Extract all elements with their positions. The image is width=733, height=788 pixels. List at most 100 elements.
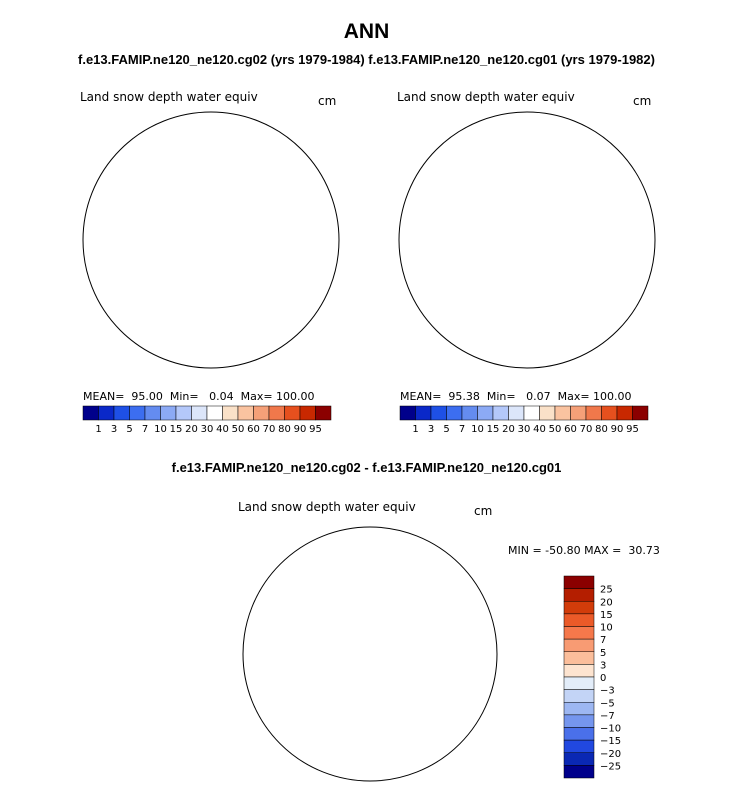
- colorbar-1-swatch-8: [206, 405, 223, 421]
- diff-colorbar-swatch-15: [563, 765, 595, 779]
- colorbar-2-swatch-15: [632, 405, 649, 421]
- diff-colorbar-tick-label-2: 15: [600, 610, 613, 621]
- diff-colorbar-tick-label-10: −7: [600, 711, 615, 722]
- page-title: ANN: [343, 20, 390, 43]
- diff-colorbar-tick-label-0: 25: [600, 585, 613, 596]
- diff-colorbar-tick-label-3: 10: [600, 623, 613, 634]
- diff-colorbar-swatch-13: [563, 739, 595, 753]
- colorbar-2-tick-label-13: 90: [611, 424, 624, 435]
- colorbar-1-tick-label-4: 10: [154, 424, 167, 435]
- colorbar-1-swatch-5: [160, 405, 177, 421]
- diff-colorbar-swatch-12: [563, 727, 595, 741]
- colorbar-1-swatch-0: [82, 405, 99, 421]
- colorbar-1-swatch-11: [253, 405, 270, 421]
- panel2-stats: MEAN= 95.38 Min= 0.07 Max= 100.00: [400, 390, 632, 403]
- colorbar-1-swatch-4: [144, 405, 161, 421]
- colorbar-2-swatch-1: [415, 405, 432, 421]
- panel2-variable-label: Land snow depth water equiv: [397, 90, 575, 104]
- panel1-variable-label: Land snow depth water equiv: [80, 90, 258, 104]
- colorbar-2-swatch-12: [585, 405, 602, 421]
- diff-colorbar-tick-label-12: −15: [600, 736, 621, 747]
- map-panel-1: [82, 111, 340, 369]
- colorbar-2-tick-label-11: 70: [580, 424, 593, 435]
- colorbar-2-swatch-6: [492, 405, 509, 421]
- colorbar-1-tick-label-14: 95: [309, 424, 322, 435]
- diff-colorbar-tick-label-4: 7: [600, 635, 606, 646]
- colorbar-2-tick-label-7: 30: [518, 424, 531, 435]
- colorbar-2-swatch-2: [430, 405, 447, 421]
- panel1-units-label: cm: [318, 94, 337, 108]
- colorbar-1-swatch-9: [222, 405, 239, 421]
- colorbar-2-tick-label-6: 20: [502, 424, 515, 435]
- diff-units-label: cm: [474, 504, 493, 518]
- colorbar-2-tick-label-3: 7: [459, 424, 465, 435]
- colorbar-1-tick-label-1: 3: [111, 424, 117, 435]
- diff-colorbar-tick-label-6: 3: [600, 660, 606, 671]
- colorbar-1-tick-label-0: 1: [95, 424, 101, 435]
- colorbar-1-swatch-6: [175, 405, 192, 421]
- diff-colorbar-swatch-7: [563, 664, 595, 678]
- case-comparison-subtitle: f.e13.FAMIP.ne120_ne120.cg02 (yrs 1979-1…: [78, 52, 655, 67]
- colorbar-1-tick-label-7: 30: [201, 424, 214, 435]
- colorbar-1-tick-label-13: 90: [294, 424, 307, 435]
- diff-colorbar-swatch-8: [563, 676, 595, 690]
- colorbar-1-tick-label-8: 40: [216, 424, 229, 435]
- colorbar-1-tick-label-10: 60: [247, 424, 260, 435]
- diff-variable-label: Land snow depth water equiv: [238, 500, 416, 514]
- diff-stats: MIN = -50.80 MAX = 30.73: [508, 544, 660, 557]
- colorbar-1-tick-label-6: 20: [185, 424, 198, 435]
- colorbar-1: 1 3 5 7 10 15 20 30 40 50 60 70 80 90 95: [82, 405, 332, 435]
- colorbar-2-swatch-4: [461, 405, 478, 421]
- colorbar-1-swatch-12: [268, 405, 285, 421]
- diff-colorbar-tick-label-13: −20: [600, 749, 621, 760]
- colorbar-1-swatch-13: [284, 405, 301, 421]
- map-panel-difference: [242, 526, 498, 782]
- colorbar-2: 1 3 5 7 10 15 20 30 40 50 60 70 80 90 95: [399, 405, 649, 435]
- diff-colorbar-swatch-11: [563, 714, 595, 728]
- diff-colorbar-swatch-2: [563, 601, 595, 615]
- colorbar-2-tick-label-1: 3: [428, 424, 434, 435]
- diff-colorbar-swatch-3: [563, 613, 595, 627]
- panel1-stats: MEAN= 95.00 Min= 0.04 Max= 100.00: [83, 390, 315, 403]
- colorbar-1-swatch-2: [113, 405, 130, 421]
- diff-colorbar-swatch-4: [563, 626, 595, 640]
- colorbar-2-swatch-5: [477, 405, 494, 421]
- map-panel-2: [398, 111, 656, 369]
- colorbar-2-tick-label-14: 95: [626, 424, 639, 435]
- diff-colorbar-swatch-14: [563, 752, 595, 766]
- colorbar-2-swatch-11: [570, 405, 587, 421]
- colorbar-2-swatch-0: [399, 405, 416, 421]
- diff-colorbar-tick-label-11: −10: [600, 724, 621, 735]
- map-boundary-circle-3: [242, 526, 498, 782]
- colorbar-1-swatch-10: [237, 405, 254, 421]
- diff-colorbar-tick-label-9: −5: [600, 698, 615, 709]
- colorbar-1-tick-label-2: 5: [126, 424, 132, 435]
- map-boundary-circle-2: [398, 111, 656, 369]
- panel2-units-label: cm: [633, 94, 652, 108]
- colorbar-1-tick-label-5: 15: [170, 424, 183, 435]
- colorbar-2-swatch-8: [523, 405, 540, 421]
- colorbar-1-swatch-14: [299, 405, 316, 421]
- colorbar-2-tick-label-10: 60: [564, 424, 577, 435]
- colorbar-2-swatch-13: [601, 405, 618, 421]
- colorbar-2-tick-label-4: 10: [471, 424, 484, 435]
- diff-colorbar-swatch-10: [563, 702, 595, 716]
- colorbar-2-swatch-3: [446, 405, 463, 421]
- colorbar-2-swatch-10: [554, 405, 571, 421]
- colorbar-2-tick-label-0: 1: [412, 424, 418, 435]
- diff-colorbar-tick-label-8: −3: [600, 686, 615, 697]
- colorbar-1-tick-label-11: 70: [263, 424, 276, 435]
- map-boundary-circle-1: [82, 111, 340, 369]
- colorbar-2-swatch-7: [508, 405, 525, 421]
- diff-colorbar-swatch-9: [563, 689, 595, 703]
- colorbar-1-swatch-7: [191, 405, 208, 421]
- diff-colorbar-swatch-6: [563, 651, 595, 665]
- colorbar-1-tick-label-9: 50: [232, 424, 245, 435]
- diff-colorbar-tick-label-5: 5: [600, 648, 606, 659]
- colorbar-2-tick-label-2: 5: [443, 424, 449, 435]
- colorbar-1-swatch-1: [98, 405, 115, 421]
- diff-colorbar-tick-label-1: 20: [600, 597, 613, 608]
- colorbar-2-tick-label-9: 50: [549, 424, 562, 435]
